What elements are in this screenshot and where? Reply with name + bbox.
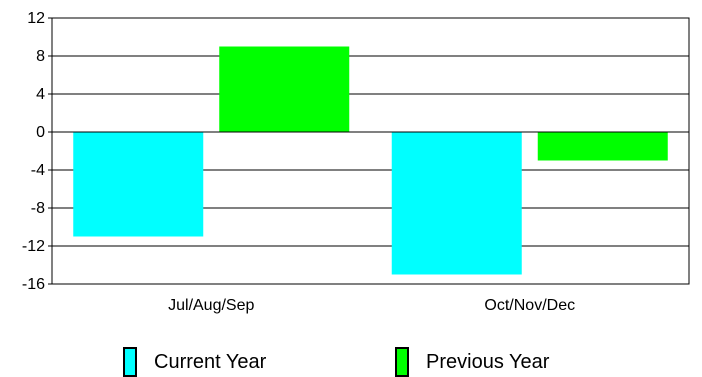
y-tick-label: -12 bbox=[22, 238, 45, 255]
legend: Current Year Previous Year bbox=[123, 347, 550, 377]
bar-previous-year-0 bbox=[219, 46, 350, 132]
y-tick-label: 4 bbox=[36, 86, 45, 103]
y-tick-labels: 12 8 4 0 -4 -8 -12 -16 bbox=[22, 10, 45, 293]
y-tick-label: -8 bbox=[31, 200, 45, 217]
x-tick-label: Oct/Nov/Dec bbox=[484, 297, 575, 314]
legend-label-current-year: Current Year bbox=[154, 351, 267, 373]
bar-current-year-1 bbox=[391, 132, 522, 275]
y-tick-label: 8 bbox=[36, 48, 45, 65]
y-tick-label: 12 bbox=[27, 10, 45, 27]
legend-swatch-current-year bbox=[123, 347, 137, 377]
legend-label-previous-year: Previous Year bbox=[426, 351, 550, 373]
plot-frame bbox=[51, 17, 690, 285]
bar-current-year-0 bbox=[73, 132, 204, 237]
axes bbox=[48, 17, 690, 285]
bar-previous-year-1 bbox=[537, 132, 668, 161]
legend-swatch-previous-year bbox=[395, 347, 409, 377]
y-tick-label: 0 bbox=[36, 124, 45, 141]
y-tick-label: -16 bbox=[22, 276, 45, 293]
y-tick-label: -4 bbox=[31, 162, 45, 179]
x-tick-label: Jul/Aug/Sep bbox=[168, 297, 254, 314]
bars bbox=[73, 46, 668, 275]
x-tick-labels: Jul/Aug/Sep Oct/Nov/Dec bbox=[168, 297, 575, 314]
